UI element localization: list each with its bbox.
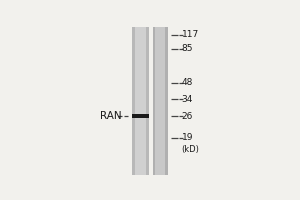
Bar	[153, 27, 168, 175]
Text: 85: 85	[182, 44, 193, 53]
Text: RAN: RAN	[100, 111, 121, 121]
Bar	[135, 27, 146, 175]
Text: (kD): (kD)	[182, 145, 200, 154]
Bar	[132, 27, 149, 175]
Text: 117: 117	[182, 30, 199, 39]
Text: 26: 26	[182, 112, 193, 121]
Text: 34: 34	[182, 95, 193, 104]
Text: 19: 19	[182, 133, 193, 142]
Text: 48: 48	[182, 78, 193, 87]
Bar	[132, 114, 148, 118]
Bar	[155, 27, 165, 175]
